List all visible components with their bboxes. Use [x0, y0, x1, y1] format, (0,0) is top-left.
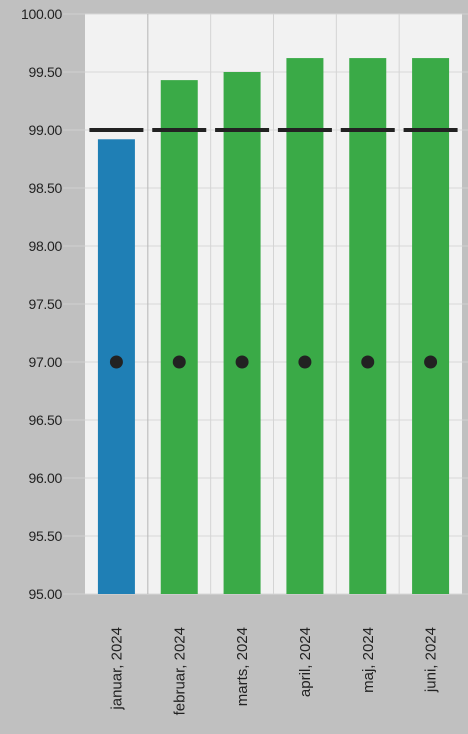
y-tick-label: 100.00	[21, 6, 63, 22]
y-tick-label: 98.50	[28, 180, 62, 196]
marker-point	[361, 355, 375, 369]
bar	[349, 58, 387, 594]
y-tick-label: 99.00	[28, 122, 62, 138]
marker-point	[235, 355, 249, 369]
x-tick-label: april, 2024	[297, 627, 314, 697]
x-tick-label: juni, 2024	[423, 627, 440, 693]
y-tick-label: 99.50	[28, 64, 62, 80]
x-tick-label: januar, 2024	[108, 627, 125, 711]
y-tick-label: 95.50	[28, 528, 62, 544]
marker-point	[109, 355, 123, 369]
bar	[223, 72, 261, 594]
y-tick-label: 97.00	[28, 354, 62, 370]
x-tick-label: februar, 2024	[171, 627, 188, 715]
x-tick-label: marts, 2024	[234, 627, 251, 706]
y-tick-label: 96.00	[28, 470, 62, 486]
bar	[160, 80, 198, 595]
y-tick-label: 96.50	[28, 412, 62, 428]
y-tick-label: 97.50	[28, 296, 62, 312]
x-tick-label: maj, 2024	[360, 627, 377, 693]
bar	[412, 58, 450, 594]
marker-point	[298, 355, 312, 369]
y-tick-label: 98.00	[28, 238, 62, 254]
marker-point	[424, 355, 438, 369]
y-tick-label: 95.00	[28, 586, 62, 602]
bar	[286, 58, 324, 594]
marker-point	[172, 355, 186, 369]
